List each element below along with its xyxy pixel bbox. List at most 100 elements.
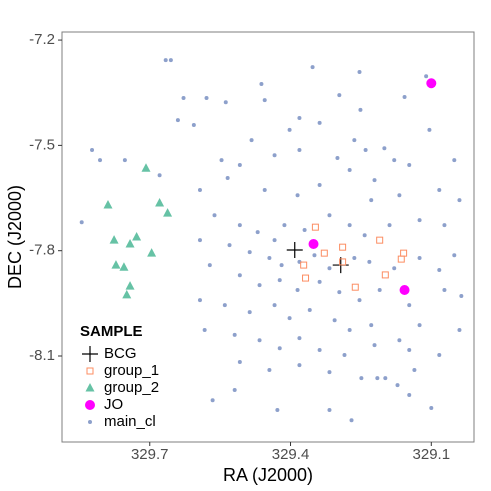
point — [207, 263, 212, 268]
point — [197, 238, 202, 243]
point-triangle — [119, 262, 129, 271]
legend-label: group_2 — [104, 379, 159, 396]
point — [392, 266, 397, 271]
point — [272, 153, 277, 158]
y-tick-label: -7.2 — [29, 31, 55, 48]
point — [342, 352, 347, 357]
point-triangle — [111, 260, 121, 269]
point — [457, 328, 462, 333]
point — [225, 176, 230, 181]
point — [397, 193, 402, 198]
point — [459, 293, 464, 298]
legend-label: JO — [104, 396, 123, 413]
point — [262, 187, 267, 192]
point — [327, 266, 332, 271]
point — [247, 250, 252, 255]
point — [407, 163, 412, 168]
point-square — [302, 274, 310, 282]
point — [237, 163, 242, 168]
point — [197, 187, 202, 192]
point — [275, 408, 280, 413]
point — [357, 70, 362, 75]
point — [247, 310, 252, 315]
point-square — [339, 258, 347, 266]
x-tick-label: 329.4 — [272, 446, 310, 463]
point — [369, 198, 374, 203]
point — [347, 328, 352, 333]
y-tick-label: -7.5 — [29, 136, 55, 153]
point — [452, 253, 457, 258]
point-square — [339, 243, 347, 251]
point — [310, 65, 315, 70]
point-large — [399, 285, 410, 296]
point — [457, 198, 462, 203]
point — [222, 303, 227, 308]
point — [352, 138, 357, 143]
point — [347, 223, 352, 228]
point — [437, 187, 442, 192]
point — [297, 363, 302, 368]
point — [181, 95, 186, 100]
point — [442, 288, 447, 293]
point — [337, 290, 342, 295]
point — [272, 303, 277, 308]
point — [219, 158, 224, 163]
point-triangle — [103, 200, 113, 209]
point — [437, 352, 442, 357]
point-square — [320, 249, 328, 257]
legend-key — [85, 383, 95, 392]
point — [227, 243, 232, 248]
point — [332, 318, 337, 323]
point-triangle — [163, 208, 173, 217]
point — [202, 328, 207, 333]
y-axis-title: DEC (J2000) — [5, 185, 25, 289]
point — [237, 273, 242, 278]
point — [383, 376, 388, 381]
point — [377, 288, 382, 293]
point — [317, 183, 322, 188]
point-triangle — [125, 239, 135, 248]
point — [442, 223, 447, 228]
point — [295, 193, 300, 198]
point — [437, 267, 442, 272]
legend-key — [86, 367, 94, 375]
point — [349, 418, 354, 423]
point — [163, 58, 168, 63]
point — [375, 376, 380, 381]
point-bcg — [286, 241, 303, 258]
point — [369, 323, 374, 328]
point — [363, 147, 368, 152]
point — [402, 94, 407, 99]
point-square — [381, 271, 389, 279]
point — [272, 238, 277, 243]
point — [297, 336, 302, 341]
point-triangle — [122, 289, 132, 299]
point — [302, 227, 307, 232]
point — [407, 392, 412, 397]
point — [392, 158, 397, 163]
point — [191, 123, 196, 128]
point — [337, 93, 342, 98]
point — [307, 308, 312, 313]
legend-label: BCG — [104, 345, 137, 362]
point — [277, 346, 282, 351]
point — [168, 58, 173, 63]
plot-panel — [61, 31, 475, 443]
point — [429, 405, 434, 410]
point — [417, 256, 422, 261]
x-tick-label: 329.7 — [131, 446, 169, 463]
point — [232, 388, 237, 393]
point — [407, 348, 412, 353]
point-square — [300, 261, 308, 269]
point — [257, 283, 262, 288]
point — [255, 230, 260, 235]
point-square — [397, 255, 405, 263]
point — [98, 158, 103, 163]
point — [417, 323, 422, 328]
point-triangle — [109, 235, 119, 244]
point-large — [426, 78, 437, 89]
point — [297, 116, 302, 121]
point — [122, 158, 127, 163]
point — [407, 303, 412, 308]
